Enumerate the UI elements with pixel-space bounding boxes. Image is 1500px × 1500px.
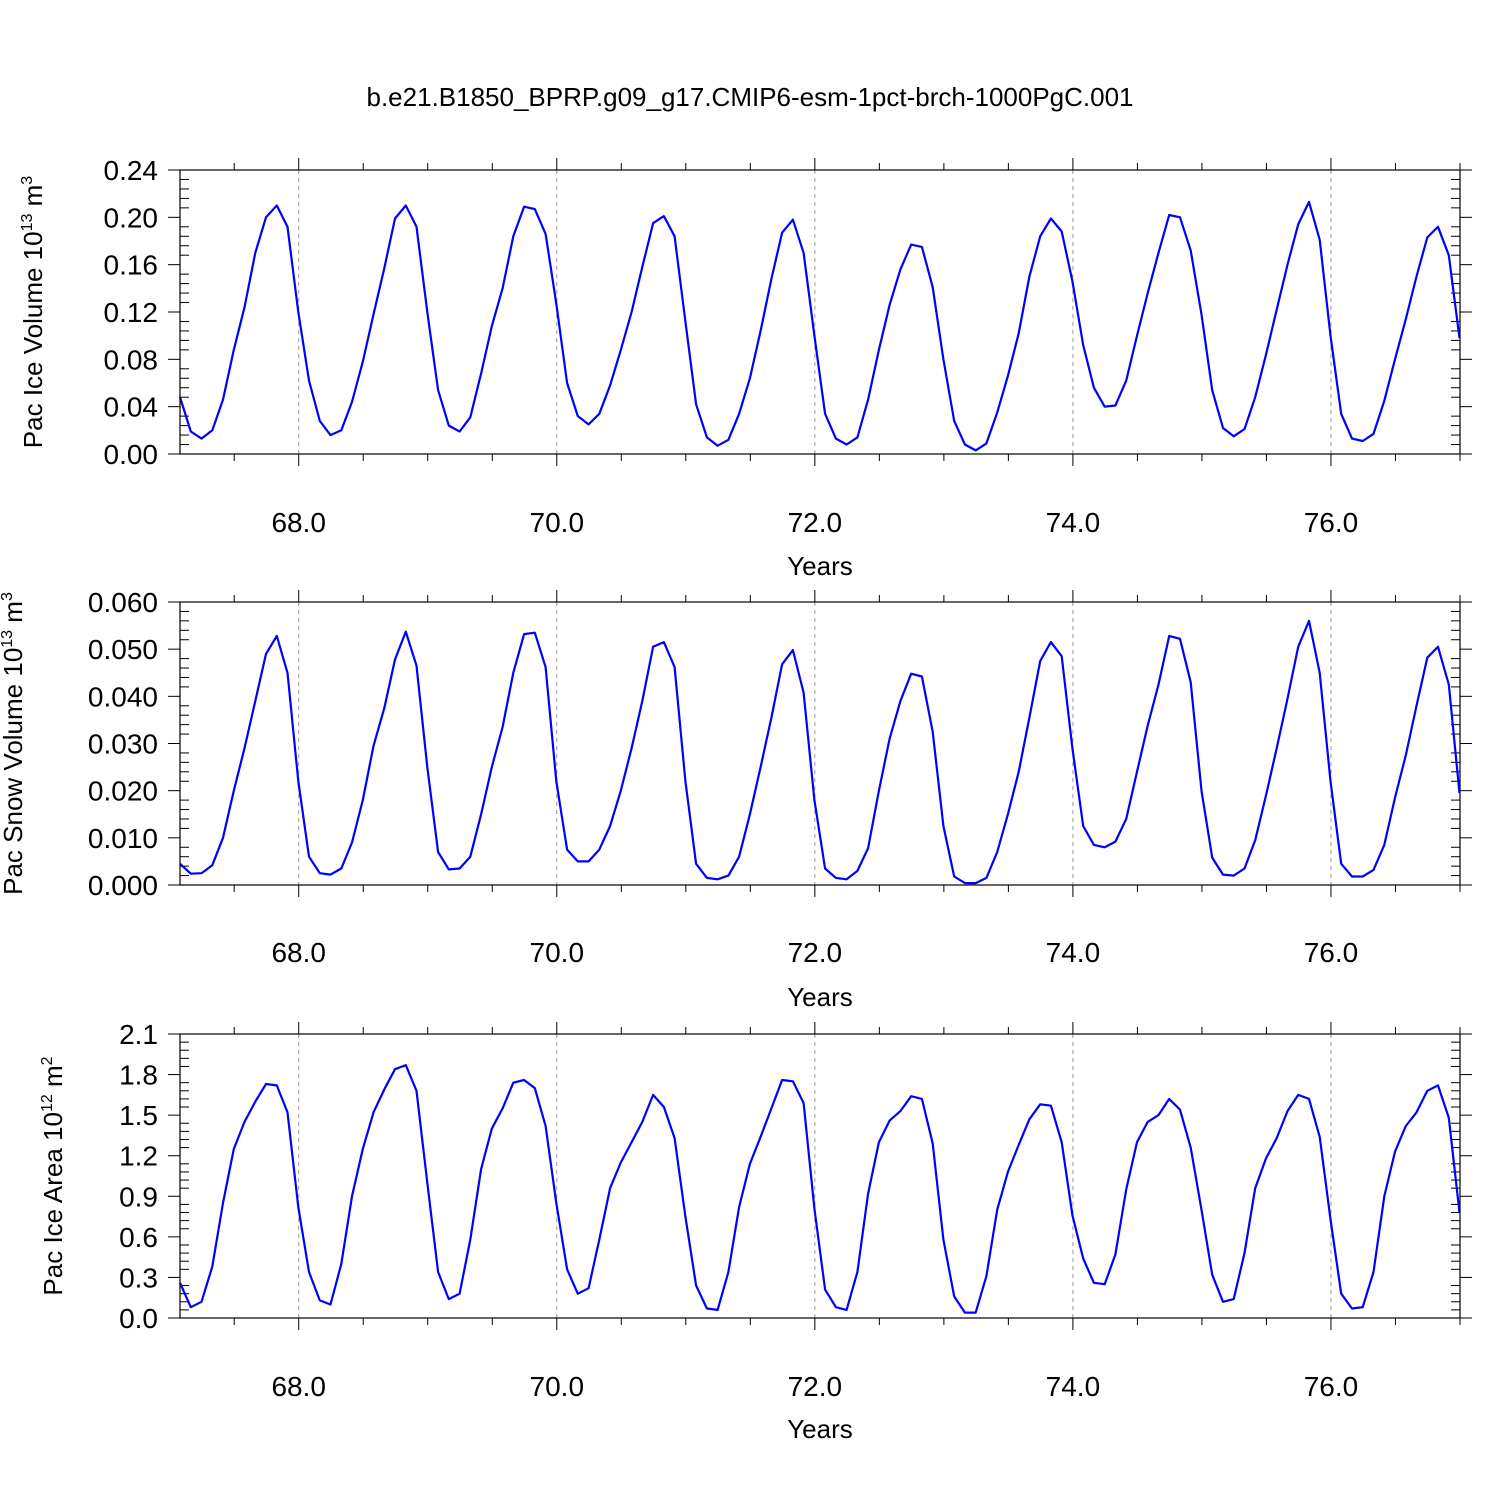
series-line (178, 1063, 1461, 1314)
x-tick-label: 72.0 (788, 1371, 843, 1402)
y-tick-label: 0.010 (88, 823, 158, 854)
series-line (178, 200, 1461, 452)
y-axis-title-part: m (0, 601, 28, 630)
plot-frame (179, 1033, 1461, 1319)
y-tick-label: 0.16 (104, 250, 159, 281)
x-axis-title: Years (787, 982, 853, 1012)
y-tick-label: 0.0 (119, 1303, 158, 1334)
y-tick-label: 0.9 (119, 1181, 158, 1212)
y-tick-label: 0.20 (104, 202, 159, 233)
y-tick-label: 0.040 (88, 681, 158, 712)
panel-ice-area: 0.0 0.3 0.6 0.9 1.2 1.5 1.8 2.1 68.0 70.0 72.0 74.0… (38, 1019, 1472, 1444)
y-tick-label: 0.000 (88, 870, 158, 901)
x-axis-title: Years (787, 551, 853, 581)
x-tick-label: 74.0 (1046, 507, 1101, 538)
y-tick-label: 0.030 (88, 729, 158, 760)
y-tick-label: 1.5 (119, 1100, 158, 1131)
x-tick-label: 68.0 (271, 1371, 326, 1402)
x-tick-label: 70.0 (530, 1371, 585, 1402)
y-tick-label: 0.3 (119, 1262, 158, 1293)
y-axis-title: Pac Ice Area 1012 m2 (38, 1056, 68, 1295)
y-axis-title: Pac Ice Volume 1013 m3 (18, 176, 48, 449)
y-axis-title-part: Pac Snow Volume 10 (0, 648, 28, 895)
x-tick-label: 72.0 (788, 507, 843, 538)
x-tick-label: 76.0 (1304, 1371, 1359, 1402)
x-tick-label: 70.0 (530, 937, 585, 968)
y-tick-label: 0.00 (104, 439, 159, 470)
x-axis-title: Years (787, 1414, 853, 1444)
series-line (179, 619, 1461, 885)
y-axis-title-part: Pac Ice Area 10 (38, 1112, 68, 1296)
y-tick-label: 1.2 (119, 1141, 158, 1172)
y-tick-label: 0.060 (88, 587, 158, 618)
y-tick-label: 0.12 (104, 297, 159, 328)
y-tick-label: 0.24 (104, 155, 159, 186)
panel-snow-volume: 0.000 0.010 0.020 0.030 0.040 0.050 0.060 68.0 7… (0, 587, 1472, 1012)
x-tick-label: 76.0 (1304, 937, 1359, 968)
y-tick-label: 0.6 (119, 1222, 158, 1253)
x-tick-label: 68.0 (271, 937, 326, 968)
y-axis-title-part: 13 (19, 213, 36, 231)
x-tick-label: 74.0 (1046, 1371, 1101, 1402)
y-axis-title-part: 3 (0, 592, 16, 601)
y-tick-label: 2.1 (119, 1019, 158, 1050)
plot-frame (179, 601, 1461, 886)
y-axis-title-part: Pac Ice Volume 10 (18, 231, 48, 448)
y-tick-label: 0.020 (88, 776, 158, 807)
y-tick-label: 0.050 (88, 634, 158, 665)
y-tick-label: 0.04 (104, 392, 159, 423)
x-tick-label: 72.0 (788, 937, 843, 968)
panel-ice-volume: 0.00 0.04 0.08 0.12 0.16 0.20 0.24 68.0 70.0 72.0… (18, 155, 1472, 581)
figure-title: b.e21.B1850_BPRP.g09_g17.CMIP6-esm-1pct-… (367, 82, 1134, 112)
y-axis-title-part: m (18, 185, 48, 214)
x-tick-label: 68.0 (271, 507, 326, 538)
y-tick-label: 0.08 (104, 344, 159, 375)
x-tick-label: 76.0 (1304, 507, 1359, 538)
plot-frame (179, 169, 1461, 455)
y-axis-title-part: 13 (0, 630, 16, 648)
x-tick-label: 70.0 (530, 507, 585, 538)
y-tick-label: 1.8 (119, 1060, 158, 1091)
y-axis-title: Pac Snow Volume 1013 m3 (0, 592, 28, 895)
y-axis-title-part: 12 (39, 1094, 56, 1112)
y-axis-title-part: 3 (19, 176, 36, 185)
y-axis-title-part: m (38, 1065, 68, 1094)
x-tick-label: 74.0 (1046, 937, 1101, 968)
y-axis-title-part: 2 (39, 1056, 56, 1065)
